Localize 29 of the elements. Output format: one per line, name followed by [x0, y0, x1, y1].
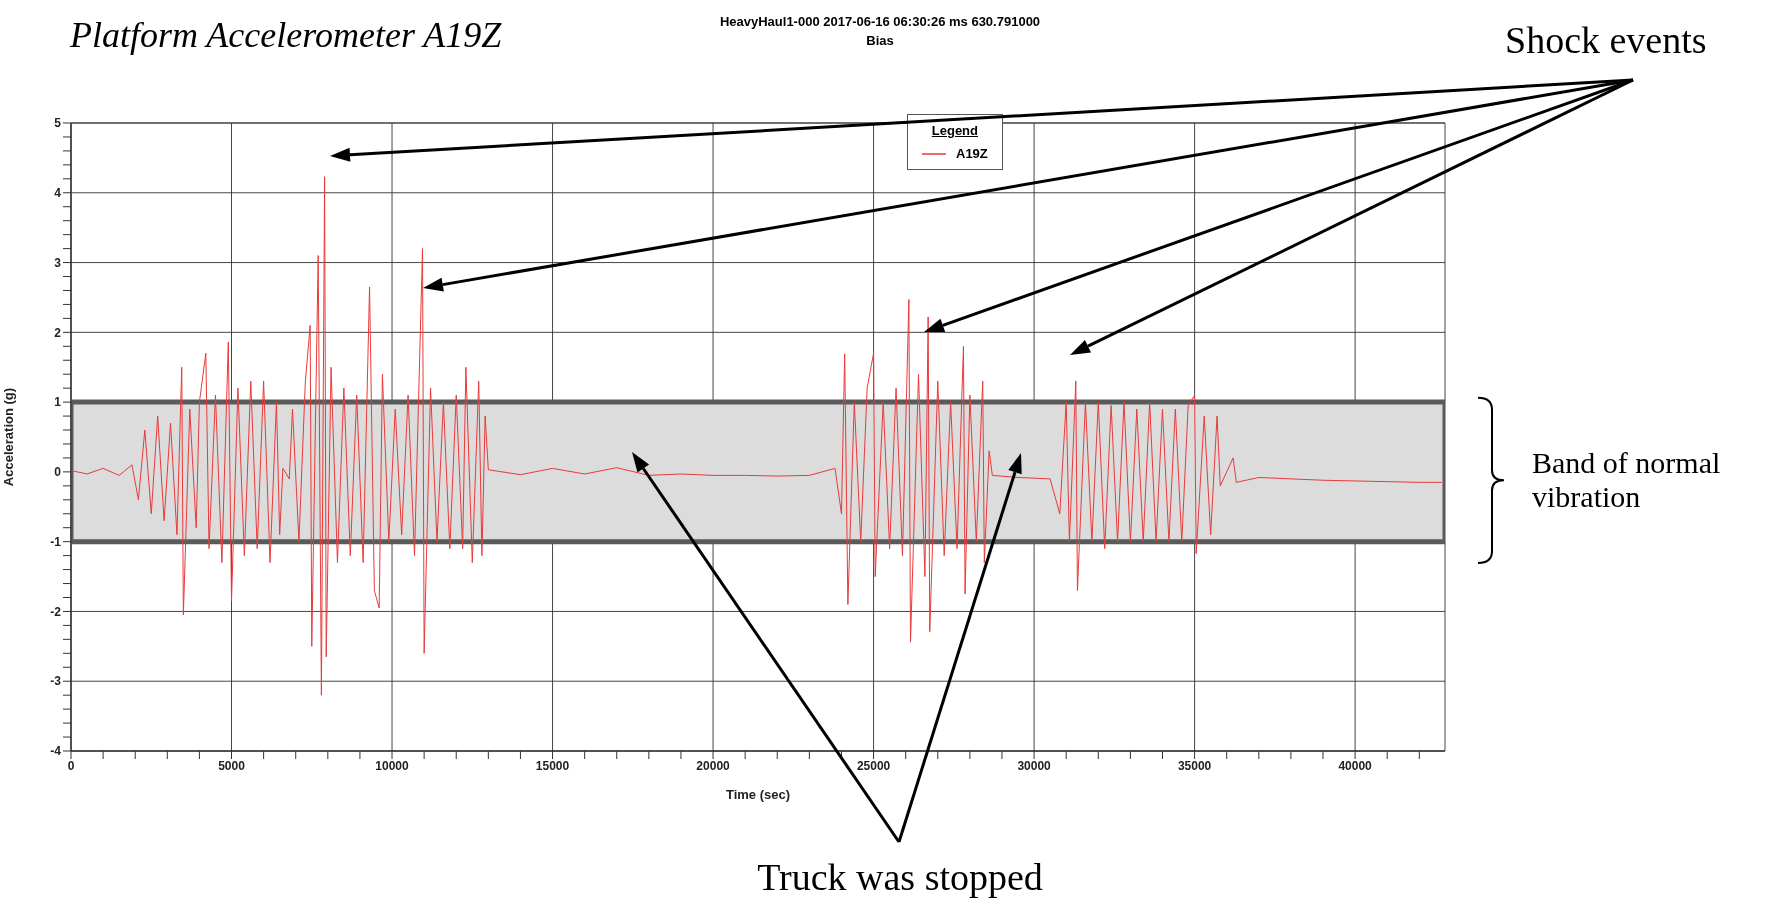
y-tick-label: 3 — [54, 255, 62, 270]
legend-title: Legend — [930, 123, 979, 138]
text: Platform Accelerometer A19Z — [70, 14, 502, 56]
x-tick-label: 40000 — [1338, 758, 1373, 773]
text: Shock events — [1505, 18, 1707, 62]
x-tick-label: 30000 — [1017, 758, 1052, 773]
band-label: Band of normal vibration — [1532, 446, 1722, 515]
text: Truck was stopped — [756, 855, 1044, 899]
chart-subtitle: Bias — [865, 32, 895, 50]
y-tick-label: -4 — [50, 744, 62, 759]
y-tick-label: 5 — [54, 116, 62, 131]
x-tick-label: 5000 — [218, 758, 246, 773]
x-tick-label: 25000 — [856, 758, 891, 773]
y-tick-label: -1 — [50, 534, 62, 549]
y-tick-label: -3 — [50, 674, 62, 689]
chart-title: HeavyHaul1-000 2017-06-16 06:30:26 ms 630.791000 — [718, 13, 1042, 31]
y-axis-title: Acceleration (g) — [0, 387, 16, 487]
y-tick-label: 1 — [54, 395, 62, 410]
x-axis-title: Time (sec) — [725, 787, 791, 802]
y-tick-label: 2 — [54, 325, 62, 340]
y-tick-label: 4 — [54, 186, 62, 201]
x-tick-label: 20000 — [696, 758, 731, 773]
y-tick-label: -2 — [50, 604, 62, 619]
legend-label: A19Z — [956, 146, 988, 161]
x-tick-label: 15000 — [535, 758, 570, 773]
x-tick-label: 35000 — [1177, 758, 1212, 773]
x-tick-label: 10000 — [375, 758, 410, 773]
x-tick-label: 0 — [67, 758, 75, 773]
y-tick-label: 0 — [54, 465, 62, 480]
